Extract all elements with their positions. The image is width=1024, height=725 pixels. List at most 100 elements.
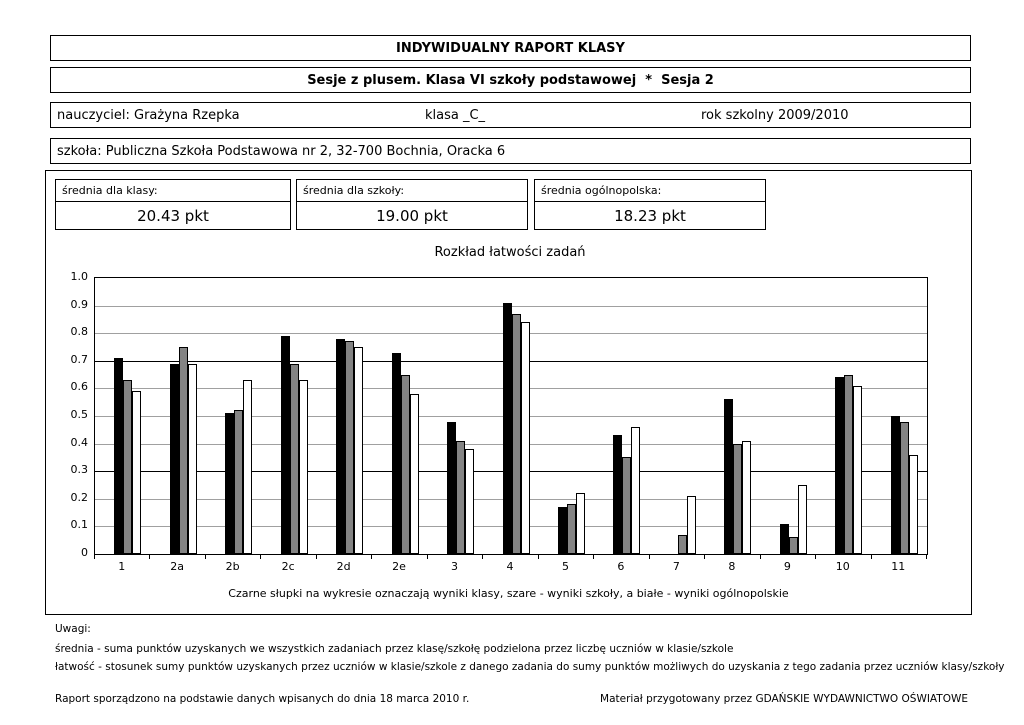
bar-2d-wyniki-klasy: [336, 339, 345, 554]
bar-2e-wyniki-ogólnopolskie: [410, 394, 419, 554]
report-subtitle: Sesje z plusem. Klasa VI szkoły podstawo…: [50, 67, 971, 93]
bar-2d-wyniki-szkoły: [345, 341, 354, 554]
x-axis-tick: [871, 554, 872, 559]
average-class-label: średnia dla klasy:: [56, 180, 290, 202]
average-class-value: 20.43 pkt: [137, 207, 209, 225]
school-name: szkoła: Publiczna Szkoła Podstawowa nr 2…: [57, 144, 506, 159]
bar-2e-wyniki-szkoły: [401, 375, 410, 554]
bar-2b-wyniki-szkoły: [234, 410, 243, 554]
bar-8-wyniki-szkoły: [733, 444, 742, 554]
bar-3-wyniki-ogólnopolskie: [465, 449, 474, 554]
bar-2b-wyniki-klasy: [225, 413, 234, 554]
y-axis-label-0.1: 0.1: [70, 518, 89, 531]
bar-2c-wyniki-szkoły: [290, 364, 299, 554]
x-axis-tick: [94, 554, 95, 559]
average-school-box: średnia dla szkoły: 19.00 pkt: [296, 179, 528, 230]
bar-6-wyniki-ogólnopolskie: [631, 427, 640, 554]
average-school-value: 19.00 pkt: [376, 207, 448, 225]
y-axis-label-0.8: 0.8: [70, 325, 89, 338]
bar-1-wyniki-klasy: [114, 358, 123, 554]
x-axis-label-2b: 2b: [225, 560, 240, 573]
average-national-box: średnia ogólnopolska: 18.23 pkt: [534, 179, 766, 230]
school-year: rok szkolny 2009/2010: [701, 108, 849, 123]
report-subtitle-text: Sesje z plusem. Klasa VI szkoły podstawo…: [307, 72, 714, 88]
bar-10-wyniki-klasy: [835, 377, 844, 554]
x-axis-label-2e: 2e: [392, 560, 406, 573]
footer-right: Materiał przygotowany przez GDAŃSKIE WYD…: [600, 693, 968, 705]
x-axis-tick: [815, 554, 816, 559]
chart-title: Rozkład łatwości zadań: [434, 245, 586, 260]
bar-10-wyniki-szkoły: [844, 375, 853, 554]
bar-11-wyniki-ogólnopolskie: [909, 455, 918, 554]
school-row: szkoła: Publiczna Szkoła Podstawowa nr 2…: [50, 138, 971, 164]
y-axis-label-0.3: 0.3: [70, 463, 89, 476]
y-axis-label-0: 0: [81, 546, 88, 559]
bar-5-wyniki-ogólnopolskie: [576, 493, 585, 554]
x-axis-tick: [538, 554, 539, 559]
y-axis-label-1.0: 1.0: [70, 270, 89, 283]
bar-3-wyniki-klasy: [447, 422, 456, 554]
x-axis-tick: [704, 554, 705, 559]
x-axis-tick: [593, 554, 594, 559]
y-axis-label-0.6: 0.6: [70, 380, 89, 393]
bar-10-wyniki-ogólnopolskie: [853, 386, 862, 554]
x-axis-tick: [260, 554, 261, 559]
bar-9-wyniki-ogólnopolskie: [798, 485, 807, 554]
x-axis-tick: [649, 554, 650, 559]
x-axis-tick: [926, 554, 927, 559]
y-axis-label-0.7: 0.7: [70, 353, 89, 366]
x-axis-label-8: 8: [728, 560, 736, 573]
average-school-label: średnia dla szkoły:: [297, 180, 527, 202]
bar-3-wyniki-szkoły: [456, 441, 465, 554]
x-axis-label-2d: 2d: [336, 560, 351, 573]
bar-2c-wyniki-klasy: [281, 336, 290, 554]
bar-1-wyniki-szkoły: [123, 380, 132, 554]
x-axis-label-3: 3: [451, 560, 459, 573]
bar-5-wyniki-klasy: [558, 507, 567, 554]
teacher-row: nauczyciel: Grażyna Rzepka klasa _C_ rok…: [50, 102, 971, 128]
x-axis-label-2c: 2c: [281, 560, 295, 573]
x-axis-tick: [205, 554, 206, 559]
x-axis-tick: [760, 554, 761, 559]
bar-2b-wyniki-ogólnopolskie: [243, 380, 252, 554]
average-national-label: średnia ogólnopolska:: [535, 180, 765, 202]
chart-container: średnia dla klasy: 20.43 pkt średnia dla…: [45, 170, 972, 615]
class-name: klasa _C_: [425, 108, 486, 123]
bar-9-wyniki-klasy: [780, 524, 789, 554]
bar-6-wyniki-klasy: [613, 435, 622, 554]
bar-4-wyniki-szkoły: [512, 314, 521, 554]
note-latwosc: łatwość - stosunek sumy punktów uzyskany…: [55, 661, 1005, 673]
bar-11-wyniki-szkoły: [900, 422, 909, 554]
x-axis-tick: [149, 554, 150, 559]
y-axis-label-0.5: 0.5: [70, 408, 89, 421]
x-axis-label-10: 10: [835, 560, 850, 573]
report-title: INDYWIDUALNY RAPORT KLASY: [50, 35, 971, 61]
bar-4-wyniki-ogólnopolskie: [521, 322, 530, 554]
x-axis-label-7: 7: [672, 560, 680, 573]
bar-8-wyniki-ogólnopolskie: [742, 441, 751, 554]
chart-caption: Czarne słupki na wykresie oznaczają wyni…: [228, 587, 789, 600]
x-axis-tick: [482, 554, 483, 559]
x-axis-tick: [316, 554, 317, 559]
x-axis-label-11: 11: [891, 560, 906, 573]
bar-1-wyniki-ogólnopolskie: [132, 391, 141, 554]
bar-2a-wyniki-ogólnopolskie: [188, 364, 197, 554]
bar-2d-wyniki-ogólnopolskie: [354, 347, 363, 554]
average-class-box: średnia dla klasy: 20.43 pkt: [55, 179, 291, 230]
y-axis-label-0.4: 0.4: [70, 436, 89, 449]
x-axis-label-1: 1: [118, 560, 126, 573]
bar-7-wyniki-szkoły: [678, 535, 687, 554]
y-axis-label-0.2: 0.2: [70, 491, 89, 504]
bar-11-wyniki-klasy: [891, 416, 900, 554]
bar-8-wyniki-klasy: [724, 399, 733, 554]
bar-7-wyniki-ogólnopolskie: [687, 496, 696, 554]
bar-6-wyniki-szkoły: [622, 457, 631, 554]
bar-2a-wyniki-szkoły: [179, 347, 188, 554]
x-axis-label-9: 9: [783, 560, 791, 573]
x-axis-label-6: 6: [617, 560, 625, 573]
bar-2a-wyniki-klasy: [170, 364, 179, 554]
bar-2e-wyniki-klasy: [392, 353, 401, 554]
x-axis-tick: [427, 554, 428, 559]
bar-5-wyniki-szkoły: [567, 504, 576, 554]
